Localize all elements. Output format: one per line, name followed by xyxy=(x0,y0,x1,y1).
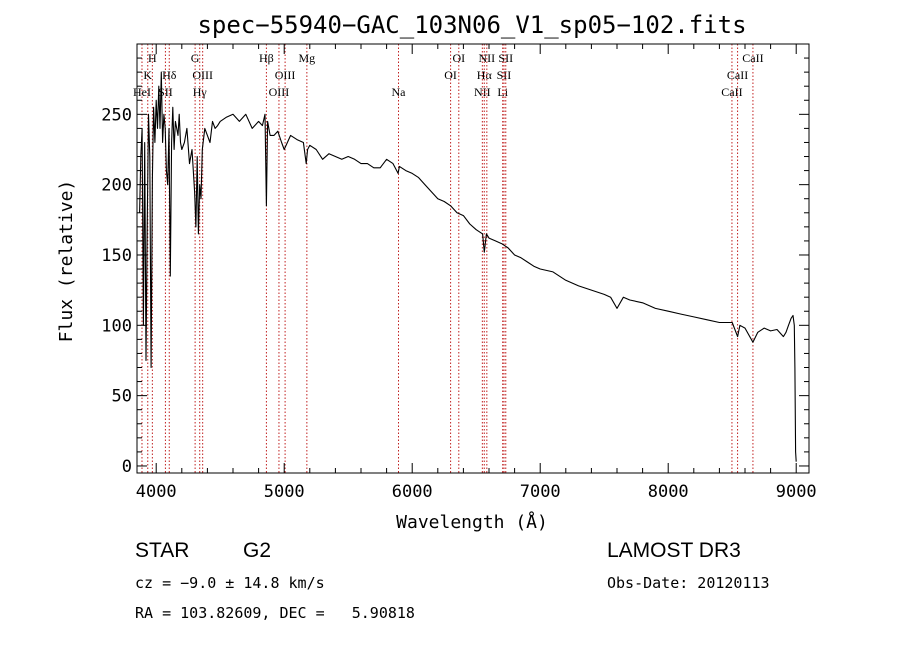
line-marker-label: SII xyxy=(497,68,512,82)
y-tick-label: 250 xyxy=(101,105,132,125)
line-marker-label: G xyxy=(191,51,200,65)
y-tick-label: 150 xyxy=(101,246,132,266)
x-tick-label: 7000 xyxy=(520,482,561,502)
line-marker-label: NII xyxy=(474,85,491,99)
x-tick-label: 4000 xyxy=(136,482,177,502)
y-tick-label: 200 xyxy=(101,176,132,196)
object-class: STAR xyxy=(135,539,190,562)
x-tick-label: 6000 xyxy=(392,482,433,502)
line-marker-label: Mg xyxy=(299,51,316,65)
plot-frame xyxy=(136,43,810,474)
spectrum-series xyxy=(139,71,797,462)
x-axis-label: Wavelength (Å) xyxy=(396,511,548,533)
observation-date: Obs-Date: 20120113 xyxy=(607,574,770,592)
emission-line-markers: HeIKHSIIHδGHγOIIIHβOIIIOIIIMgNaOIOINIIHα… xyxy=(133,44,764,473)
object-subclass: G2 xyxy=(243,539,272,562)
survey-name: LAMOST DR3 xyxy=(607,539,741,562)
line-marker-label: Hγ xyxy=(193,85,208,99)
chart-title: spec−55940−GAC_103N06_V1_sp05−102.fits xyxy=(197,11,746,39)
line-marker-label: CaII xyxy=(721,85,742,99)
redshift-velocity: cz = −9.0 ± 14.8 km/s xyxy=(135,574,325,592)
line-marker-label: H xyxy=(148,51,157,65)
line-marker-label: CaII xyxy=(727,68,748,82)
line-marker-label: OIII xyxy=(275,68,296,82)
line-marker-label: Li xyxy=(497,85,508,99)
spectrum-line xyxy=(139,71,797,462)
y-tick-label: 100 xyxy=(101,316,132,336)
line-marker-label: Na xyxy=(392,85,407,99)
line-marker-label: HeI xyxy=(133,85,151,99)
line-marker-label: OIII xyxy=(192,68,213,82)
x-tick-label: 8000 xyxy=(648,482,689,502)
y-tick-label: 50 xyxy=(112,387,132,407)
x-tick-label: 5000 xyxy=(264,482,305,502)
line-marker-label: SII xyxy=(498,51,513,65)
sky-coordinates: RA = 103.82609, DEC = 5.90818 xyxy=(135,604,415,622)
line-marker-label: OI xyxy=(452,51,465,65)
axis-ticks: 4000 5000 6000 7000 8000 9000 0 50 100 150 200 250 xyxy=(101,44,817,502)
y-axis-label: Flux (relative) xyxy=(56,180,77,343)
line-marker-label: CaII xyxy=(742,51,763,65)
line-marker-label: OIII xyxy=(269,85,290,99)
line-marker-label: Hα xyxy=(477,68,493,82)
line-marker-label: OI xyxy=(444,68,457,82)
line-marker-label: Hβ xyxy=(259,51,274,65)
x-tick-label: 9000 xyxy=(776,482,817,502)
line-marker-label: Hδ xyxy=(162,68,177,82)
y-tick-label: 0 xyxy=(122,457,132,477)
line-marker-label: NII xyxy=(478,51,495,65)
line-marker-label: K xyxy=(143,68,152,82)
